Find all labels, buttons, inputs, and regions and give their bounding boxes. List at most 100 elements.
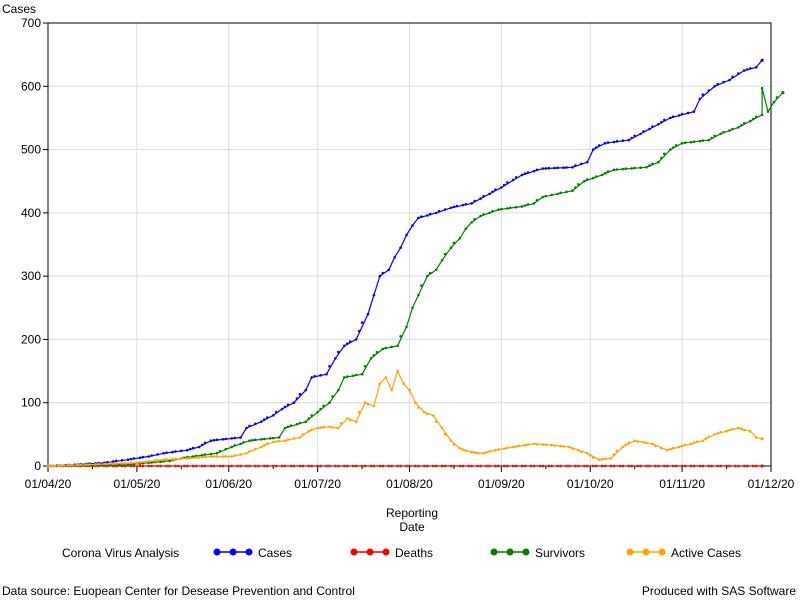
data-point [574, 464, 577, 468]
data-point [488, 192, 491, 196]
data-point [360, 464, 364, 468]
data-point [328, 464, 331, 468]
data-point [627, 464, 631, 468]
data-point [639, 464, 642, 468]
data-point [402, 382, 405, 386]
data-point [479, 214, 482, 218]
data-point [503, 464, 506, 468]
data-point [224, 455, 228, 458]
data-point [669, 447, 672, 451]
data-point [458, 447, 462, 450]
data-point [651, 162, 654, 166]
data-point [523, 464, 527, 468]
data-point [624, 167, 628, 170]
data-point [737, 126, 740, 129]
data-point [348, 418, 352, 422]
data-point [612, 168, 616, 172]
data-point [683, 141, 687, 144]
data-point [562, 166, 565, 169]
data-point [274, 440, 278, 443]
data-point [434, 420, 438, 424]
data-point [660, 446, 663, 450]
data-point [506, 181, 509, 184]
data-point [671, 146, 675, 149]
data-point [233, 436, 236, 440]
data-point [67, 464, 70, 467]
data-point [52, 464, 56, 468]
data-point [464, 449, 468, 453]
data-point [565, 166, 568, 169]
data-point [423, 410, 426, 414]
data-point [449, 206, 453, 210]
data-point [343, 376, 346, 379]
x-tick-label: 01/04/20 [25, 477, 72, 491]
data-point [523, 443, 527, 447]
data-point [79, 463, 82, 467]
data-point [266, 442, 269, 445]
data-point [737, 72, 740, 75]
data-point [390, 388, 394, 392]
data-point [431, 464, 435, 468]
data-point [473, 217, 477, 221]
y-tick-label: 100 [21, 396, 41, 410]
grid-lines [48, 22, 771, 466]
data-point [443, 433, 447, 436]
data-point [103, 462, 106, 466]
data-point [541, 464, 545, 468]
data-point [248, 439, 251, 443]
data-point [399, 246, 402, 249]
data-point [636, 440, 639, 443]
data-point [749, 119, 752, 123]
data-point [319, 426, 322, 429]
data-point [351, 464, 355, 468]
y-tick-label: 0 [34, 459, 41, 473]
data-point [387, 464, 391, 468]
data-point [449, 439, 453, 443]
data-point [372, 354, 376, 357]
data-point [710, 464, 713, 468]
data-point [734, 464, 737, 468]
data-point [245, 426, 248, 430]
data-point [417, 406, 420, 409]
data-point [434, 268, 438, 272]
data-point [591, 148, 595, 151]
data-point [61, 464, 65, 467]
data-point [586, 464, 589, 468]
data-point [751, 464, 755, 468]
data-point [390, 464, 394, 468]
data-point [452, 443, 456, 446]
data-point [354, 373, 358, 377]
data-point [470, 450, 474, 454]
data-point [506, 464, 509, 468]
data-point [497, 448, 500, 451]
data-point [698, 464, 702, 468]
data-point [307, 464, 311, 468]
data-point [292, 464, 296, 468]
data-point [740, 427, 743, 431]
data-point [654, 464, 657, 468]
data-point [642, 441, 645, 444]
data-point [556, 192, 559, 196]
data-point [147, 460, 150, 463]
data-point [177, 464, 180, 468]
data-point [239, 442, 242, 446]
data-point [340, 422, 343, 425]
series-markers-active-cases [46, 369, 764, 468]
data-point [746, 68, 749, 71]
data-point [263, 444, 266, 447]
data-point [740, 124, 743, 127]
data-point [648, 164, 651, 167]
data-point [452, 241, 456, 245]
data-point [731, 427, 734, 431]
data-point [141, 464, 145, 468]
data-point [168, 464, 171, 468]
data-point [230, 455, 233, 458]
data-point [594, 464, 598, 468]
data-point [245, 464, 248, 468]
data-point [411, 306, 414, 310]
data-point [171, 457, 174, 461]
data-point [188, 456, 192, 460]
data-point [597, 144, 601, 147]
data-point [535, 168, 539, 172]
data-point [737, 426, 740, 430]
